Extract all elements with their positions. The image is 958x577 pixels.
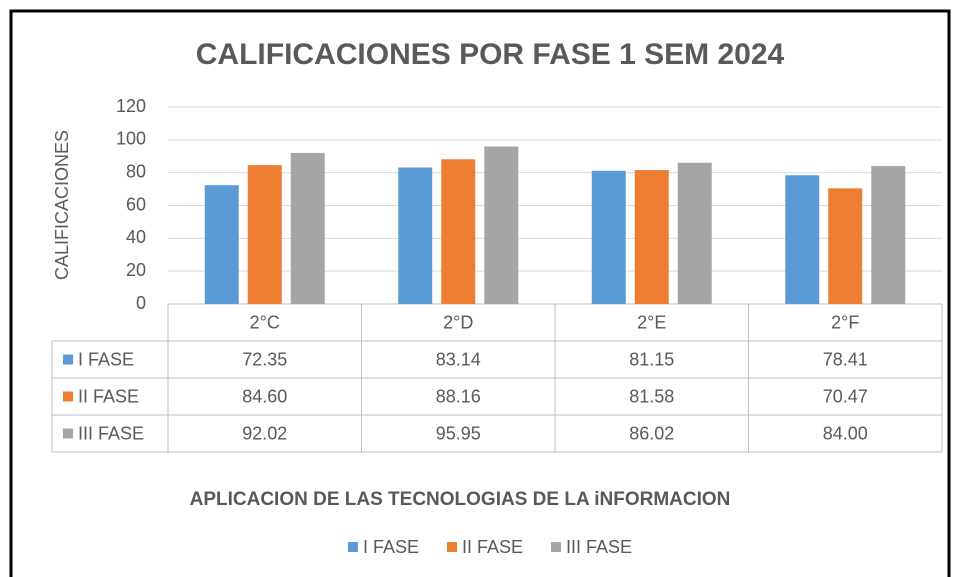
y-tick-label: 60 xyxy=(126,194,146,214)
bar xyxy=(828,188,863,304)
table-value: 72.35 xyxy=(242,349,287,369)
legend-label: II FASE xyxy=(462,537,523,557)
x-tick-label: 2°C xyxy=(250,312,280,332)
legend-key xyxy=(446,542,457,552)
table-value: 81.15 xyxy=(629,349,674,369)
bar xyxy=(591,170,626,304)
y-axis-title: CALIFICACIONES xyxy=(52,130,72,280)
x-axis-title: APLICACION DE LAS TECNOLOGIAS DE LA iNFO… xyxy=(190,489,731,510)
table-value: 92.02 xyxy=(242,423,287,443)
table-value: 83.14 xyxy=(436,349,481,369)
table-value: 88.16 xyxy=(436,386,481,406)
y-tick-label: 0 xyxy=(136,293,146,313)
table-value: 78.41 xyxy=(823,349,868,369)
table-value: 86.02 xyxy=(629,423,674,443)
bar xyxy=(677,162,712,304)
legend-key xyxy=(551,542,562,552)
x-tick-label: 2°D xyxy=(443,312,473,332)
y-tick-label: 40 xyxy=(126,227,146,247)
bar xyxy=(484,146,519,304)
legend-label: I FASE xyxy=(363,537,419,557)
table-row-label: I FASE xyxy=(78,349,134,369)
x-tick-label: 2°F xyxy=(831,312,859,332)
bar xyxy=(247,165,282,304)
table-value: 95.95 xyxy=(436,423,481,443)
table-value: 84.60 xyxy=(242,386,287,406)
table-value: 84.00 xyxy=(823,423,868,443)
y-tick-label: 20 xyxy=(126,260,146,280)
legend-key xyxy=(347,542,358,552)
bar xyxy=(634,170,669,304)
y-tick-label: 80 xyxy=(126,161,146,181)
frame xyxy=(9,9,951,577)
table-row-label: II FASE xyxy=(78,386,139,406)
table-value: 81.58 xyxy=(629,386,674,406)
x-tick-label: 2°E xyxy=(637,312,666,332)
bar xyxy=(785,175,820,304)
bar xyxy=(398,167,433,304)
table-legend-key xyxy=(63,391,73,402)
chart-title: CALIFICACIONES POR FASE 1 SEM 2024 xyxy=(196,38,785,71)
legend-label: III FASE xyxy=(566,537,632,557)
table-legend-key xyxy=(63,428,73,439)
table-value: 70.47 xyxy=(823,386,868,406)
y-tick-label: 120 xyxy=(116,96,146,116)
table-legend-key xyxy=(63,354,73,365)
bar xyxy=(871,166,906,304)
y-tick-label: 100 xyxy=(116,129,146,149)
table-row-label: III FASE xyxy=(78,423,144,443)
bar xyxy=(204,185,239,304)
bar xyxy=(441,159,476,304)
bar xyxy=(290,152,325,304)
